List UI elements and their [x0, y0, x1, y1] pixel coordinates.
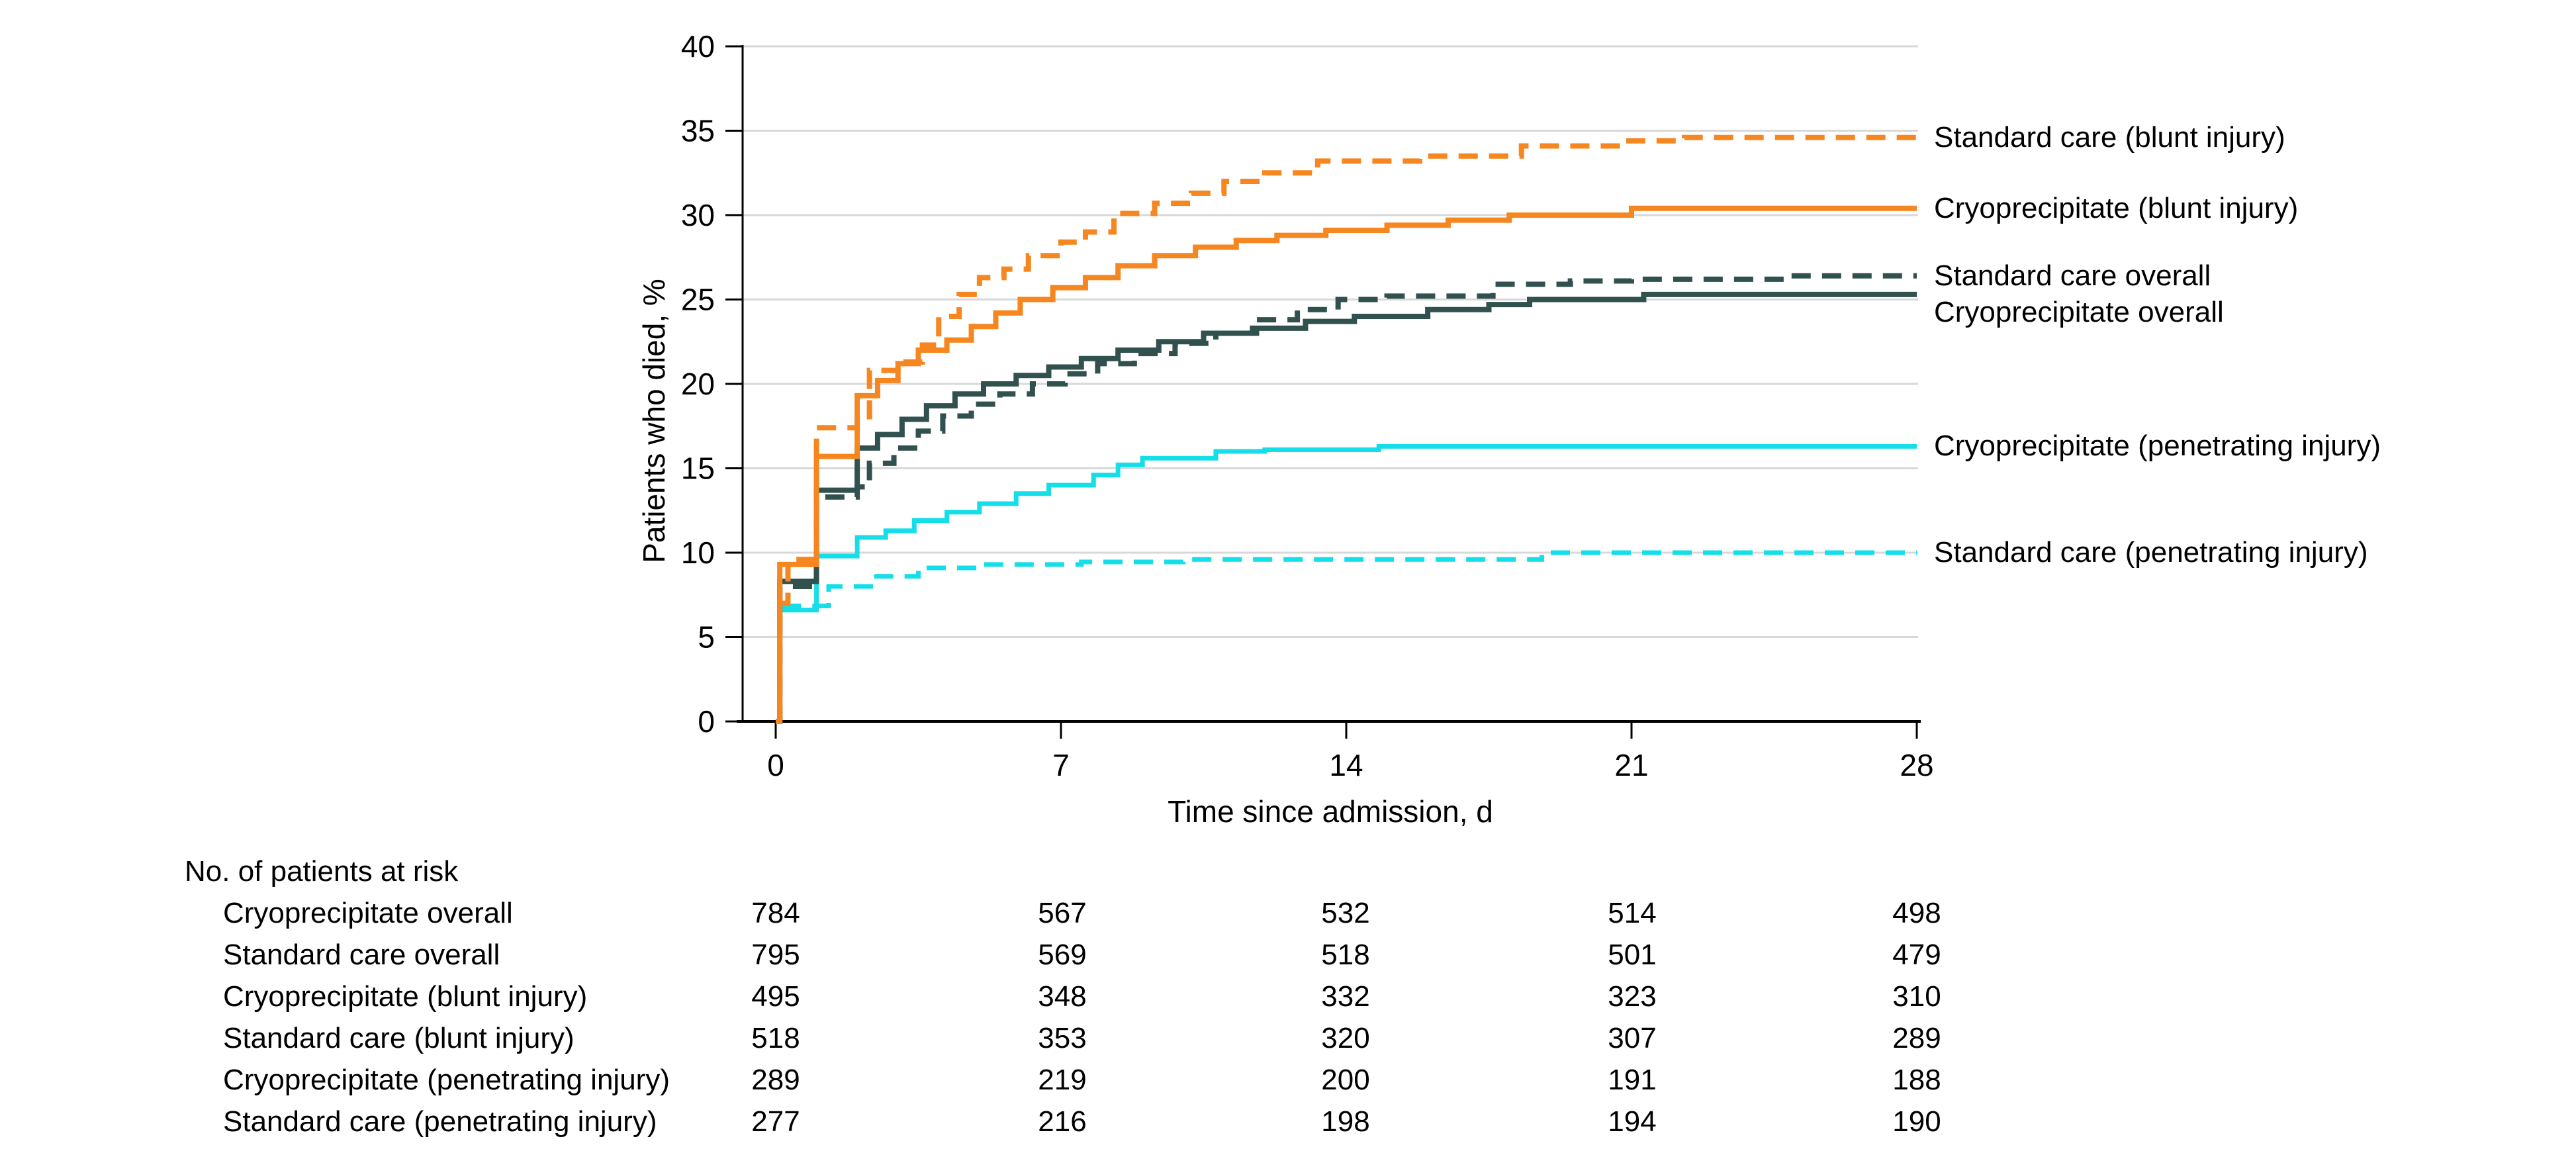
- y-tick-label: 15: [681, 451, 715, 486]
- curve-label-standard-care-penetrating-injury: Standard care (penetrating injury): [1934, 536, 2368, 569]
- x-tick-label: 28: [1900, 748, 1933, 782]
- risk-value: 194: [1608, 1105, 1657, 1138]
- risk-value: 567: [1038, 897, 1087, 929]
- risk-value: 518: [751, 1022, 800, 1054]
- x-tick-label: 7: [1052, 748, 1070, 782]
- risk-table-row: Cryoprecipitate (penetrating injury) 289…: [0, 1062, 2576, 1103]
- risk-value: 348: [1038, 980, 1087, 1013]
- curve-cryoprecipitate-overall: [776, 291, 1917, 724]
- risk-row-label: Cryoprecipitate (penetrating injury): [223, 1064, 670, 1096]
- risk-row-label: Cryoprecipitate (blunt injury): [223, 980, 588, 1013]
- y-axis-title: Patients who died, %: [637, 279, 671, 563]
- y-tick-label: 35: [681, 114, 715, 148]
- curve-label-standard-care-overall: Standard care overall: [1934, 259, 2211, 292]
- risk-value: 320: [1321, 1022, 1370, 1054]
- y-tick-label: 20: [681, 367, 715, 401]
- risk-value: 795: [751, 939, 800, 971]
- risk-value: 498: [1892, 897, 1941, 929]
- risk-row-label: Standard care overall: [223, 939, 500, 971]
- curve-cryoprecipitate-penetrating-injury: [776, 443, 1917, 724]
- risk-table-row: Standard care (blunt injury) 518 353 320…: [0, 1020, 2576, 1062]
- risk-value: 191: [1608, 1064, 1657, 1096]
- risk-value: 188: [1892, 1064, 1941, 1096]
- x-tick-label: 21: [1614, 748, 1648, 782]
- curve-standard-care-penetrating-injury: [776, 550, 1917, 724]
- risk-value: 198: [1321, 1105, 1370, 1138]
- curve-label-cryoprecipitate-penetrating-injury: Cryoprecipitate (penetrating injury): [1934, 430, 2381, 462]
- risk-value: 219: [1038, 1064, 1087, 1096]
- curve-cryoprecipitate-blunt-injury: [776, 205, 1917, 724]
- curve-label-cryoprecipitate-blunt-injury: Cryoprecipitate (blunt injury): [1934, 192, 2299, 224]
- risk-value: 501: [1608, 939, 1657, 971]
- x-tick-label: 14: [1329, 748, 1363, 782]
- risk-value: 518: [1321, 939, 1370, 971]
- risk-table-row: Standard care overall 795 569 518 501 47…: [0, 937, 2576, 978]
- curve-label-standard-care-blunt-injury: Standard care (blunt injury): [1934, 121, 2285, 154]
- x-tick-label: 0: [767, 748, 784, 782]
- y-tick-label: 5: [698, 620, 715, 655]
- risk-table-row: Cryoprecipitate (blunt injury) 495 348 3…: [0, 978, 2576, 1020]
- risk-value: 216: [1038, 1105, 1087, 1138]
- risk-value: 200: [1321, 1064, 1370, 1096]
- risk-value: 323: [1608, 980, 1657, 1013]
- risk-value: 495: [751, 980, 800, 1013]
- y-tick-label: 25: [681, 283, 715, 317]
- risk-value: 307: [1608, 1022, 1657, 1054]
- survival-chart: 0 5 10 15 20 25 30 35 40 0 7 14 21 28: [681, 29, 1934, 782]
- risk-row-label: Cryoprecipitate overall: [223, 897, 513, 929]
- curve-standard-care-overall: [776, 273, 1917, 724]
- risk-row-label: Standard care (penetrating injury): [223, 1105, 657, 1138]
- risk-value: 277: [751, 1105, 800, 1138]
- risk-value: 514: [1608, 897, 1657, 929]
- risk-row-label: Standard care (blunt injury): [223, 1022, 575, 1054]
- curve-label-cryoprecipitate-overall: Cryoprecipitate overall: [1934, 296, 2224, 328]
- risk-table-row: Standard care (penetrating injury) 277 2…: [0, 1103, 2576, 1145]
- y-tick-label: 0: [698, 704, 715, 739]
- risk-value: 289: [1892, 1022, 1941, 1054]
- risk-value: 569: [1038, 939, 1087, 971]
- risk-value: 532: [1321, 897, 1370, 929]
- risk-value: 289: [751, 1064, 800, 1096]
- risk-value: 353: [1038, 1022, 1087, 1054]
- risk-value: 784: [751, 897, 800, 929]
- risk-value: 310: [1892, 980, 1941, 1013]
- risk-value: 332: [1321, 980, 1370, 1013]
- y-tick-label: 40: [681, 29, 715, 64]
- x-axis-title: Time since admission, d: [1168, 794, 1493, 829]
- risk-table-row: Cryoprecipitate overall 784 567 532 514 …: [0, 895, 2576, 937]
- risk-value: 190: [1892, 1105, 1941, 1138]
- curve-standard-care-blunt-injury: [776, 134, 1917, 724]
- risk-value: 479: [1892, 939, 1941, 971]
- risk-table-title: No. of patients at risk: [185, 855, 459, 888]
- y-tick-label: 10: [681, 535, 715, 570]
- y-tick-label: 30: [681, 198, 715, 232]
